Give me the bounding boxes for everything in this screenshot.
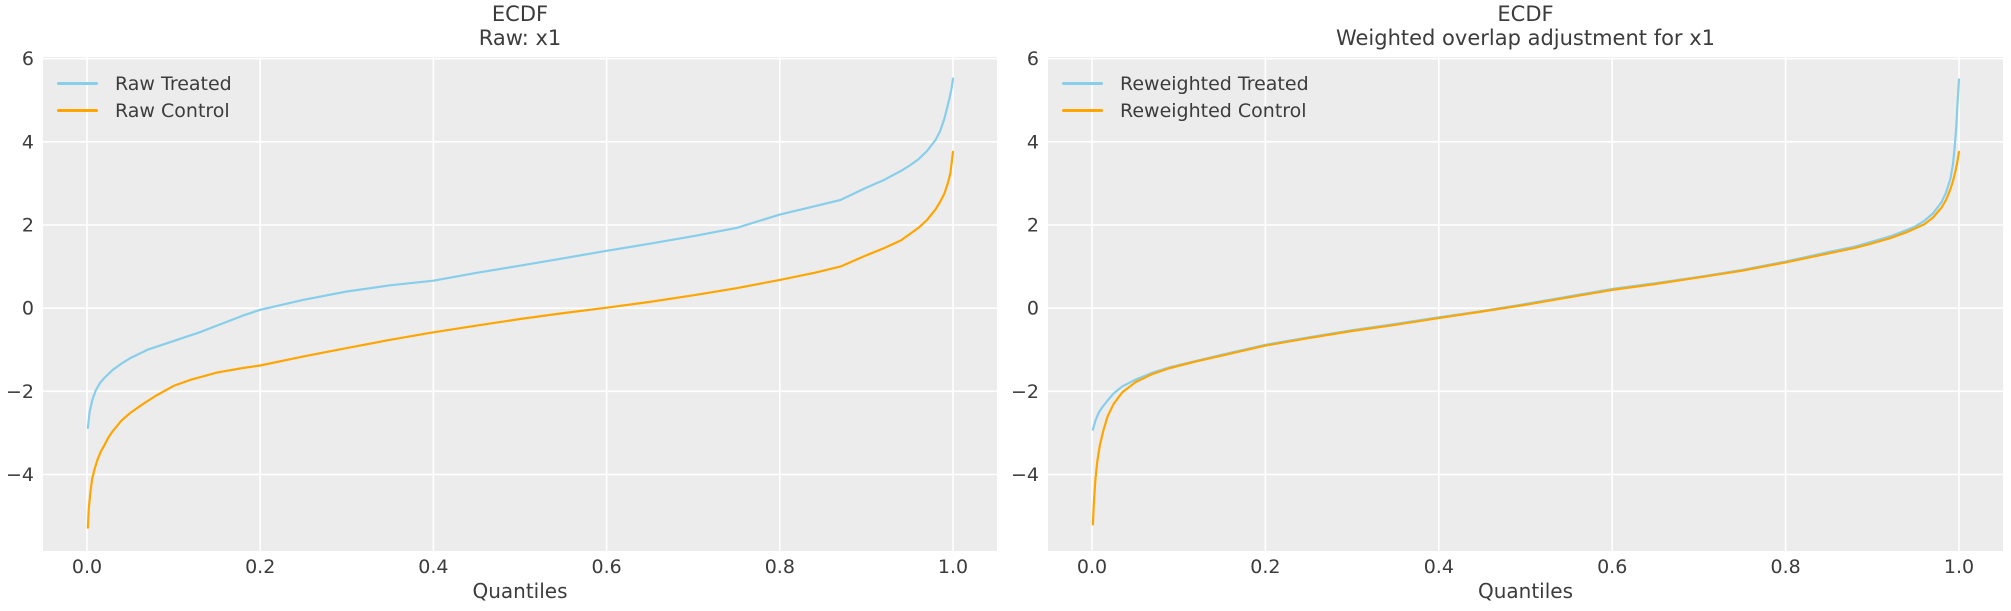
x-tick-label: 0.0 xyxy=(72,556,102,578)
left-chart-title-line2: Raw: x1 xyxy=(478,25,562,50)
x-tick-label: 1.0 xyxy=(938,556,968,578)
left-chart-title: ECDF Raw: x1 xyxy=(43,2,997,50)
x-tick-label: 1.0 xyxy=(1944,556,1974,578)
x-tick-label: 0.2 xyxy=(1250,556,1280,578)
left-chart-title-line1: ECDF xyxy=(491,2,549,26)
legend-label: Reweighted Treated xyxy=(1120,72,1309,95)
legend-item-reweighted-control: Reweighted Control xyxy=(1062,97,1309,124)
right-chart-legend: Reweighted Treated Reweighted Control xyxy=(1062,70,1309,124)
legend-item-raw-treated: Raw Treated xyxy=(57,70,232,97)
y-tick-label: 2 xyxy=(22,215,34,237)
raw-control-line-swatch xyxy=(57,109,98,112)
y-tick-label: 4 xyxy=(22,131,34,153)
reweighted-treated-line-swatch xyxy=(1062,82,1103,85)
y-tick-label: −4 xyxy=(1011,464,1039,486)
y-tick-label: −2 xyxy=(6,381,34,403)
y-tick-label: 6 xyxy=(22,48,34,70)
x-tick-label: 0.2 xyxy=(245,556,275,578)
x-tick-label: 0.8 xyxy=(1770,556,1800,578)
raw-treated-line-swatch xyxy=(57,82,98,85)
right-chart-title-line1: ECDF xyxy=(1497,2,1554,26)
reweighted-control-line-swatch xyxy=(1062,109,1103,112)
right-chart-xlabel: Quantiles xyxy=(1477,579,1574,603)
y-tick-label: 0 xyxy=(1027,298,1039,320)
x-tick-label: 0.6 xyxy=(1597,556,1627,578)
left-chart-legend: Raw Treated Raw Control xyxy=(57,70,232,124)
legend-item-raw-control: Raw Control xyxy=(57,97,232,124)
x-tick-label: 0.0 xyxy=(1077,556,1107,578)
series-line-raw-treated xyxy=(86,77,955,429)
series-line-reweighted-control xyxy=(1091,150,1961,526)
y-tick-label: 0 xyxy=(22,298,34,320)
x-tick-label: 0.8 xyxy=(765,556,795,578)
x-tick-label: 0.6 xyxy=(591,556,621,578)
legend-label: Reweighted Control xyxy=(1120,99,1307,122)
x-tick-label: 0.4 xyxy=(1424,556,1454,578)
right-chart-title: ECDF Weighted overlap adjustment for x1 xyxy=(1048,2,2003,50)
y-tick-label: 2 xyxy=(1027,215,1039,237)
y-tick-label: 6 xyxy=(1027,48,1039,70)
right-chart-title-line2: Weighted overlap adjustment for x1 xyxy=(1335,25,1716,50)
left-chart-xlabel: Quantiles xyxy=(472,579,568,603)
legend-item-reweighted-treated: Reweighted Treated xyxy=(1062,70,1309,97)
y-tick-label: −4 xyxy=(6,464,34,486)
legend-label: Raw Treated xyxy=(115,72,232,95)
y-tick-label: −2 xyxy=(1011,381,1039,403)
y-tick-label: 4 xyxy=(1027,131,1039,153)
x-tick-label: 0.4 xyxy=(418,556,448,578)
series-line-raw-control xyxy=(86,150,955,529)
plot-background xyxy=(43,57,997,551)
legend-label: Raw Control xyxy=(115,99,230,122)
